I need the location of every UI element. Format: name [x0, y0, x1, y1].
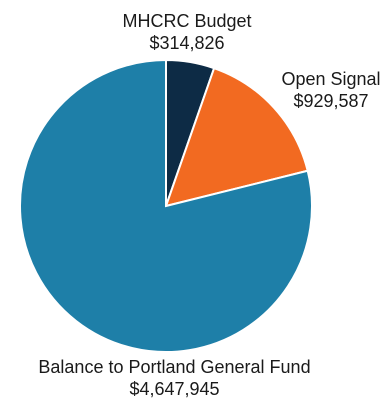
slice-label-balance-general-fund: Balance to Portland General Fund $4,647,…	[2, 356, 347, 400]
slice-label-name: Balance to Portland General Fund	[38, 357, 311, 377]
slice-label-open-signal: Open Signal $929,587	[268, 68, 391, 112]
slice-label-name: MHCRC Budget	[122, 11, 252, 31]
slice-label-value: $314,826	[149, 33, 225, 53]
slice-label-value: $929,587	[293, 91, 369, 111]
slice-label-name: Open Signal	[281, 69, 381, 89]
pie-slice-open-signal	[164, 66, 309, 208]
slice-label-mhcrc-budget: MHCRC Budget $314,826	[108, 10, 266, 54]
pie-slices	[19, 58, 313, 353]
slice-label-value: $4,647,945	[129, 379, 220, 399]
pie-slice-balance-general-fund	[19, 58, 313, 353]
